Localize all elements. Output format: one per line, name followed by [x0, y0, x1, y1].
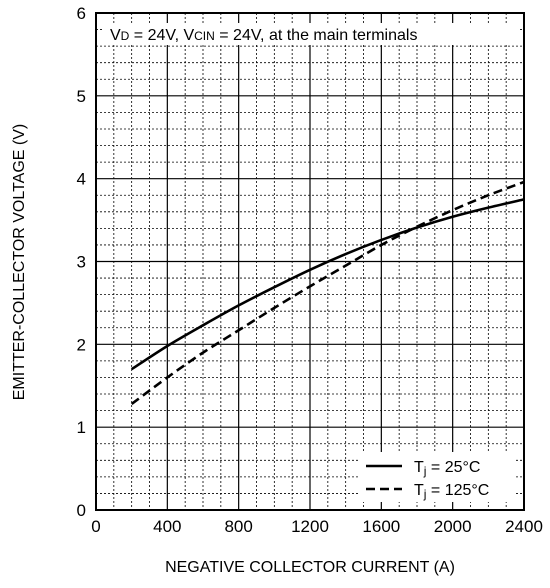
major-grid — [96, 13, 524, 510]
y-tick-label: 6 — [77, 4, 86, 23]
x-tick-label: 400 — [153, 517, 181, 536]
annotation-cin-subscript: CIN — [194, 29, 215, 43]
y-tick-label: 1 — [77, 418, 86, 437]
tick-labels: 0 400 800 1200 1600 2000 2400 0 1 2 3 4 5 6 — [77, 4, 543, 536]
annotation-background — [103, 23, 520, 45]
plot-frame — [95, 12, 525, 511]
y-tick-label: 2 — [77, 335, 86, 354]
x-tick-label: 2000 — [434, 517, 472, 536]
x-tick-label: 800 — [224, 517, 252, 536]
annotation-d-subscript: D — [121, 29, 130, 43]
y-tick-label: 0 — [77, 501, 86, 520]
y-tick-label: 4 — [77, 170, 86, 189]
legend-label-25c: Tj = 25°C — [414, 459, 480, 478]
x-tick-label: 1200 — [291, 517, 329, 536]
x-tick-label: 1600 — [362, 517, 400, 536]
annotation-tail: = 24V, at the main terminals — [215, 27, 418, 44]
y-axis-title: EMITTER-COLLECTOR VOLTAGE (V) — [11, 124, 28, 400]
series-line-tj-25c — [130, 198, 525, 371]
legend-box — [358, 452, 516, 502]
y-tick-label: 5 — [77, 87, 86, 106]
annotation-mid: = 24V, V — [129, 27, 194, 44]
y-tick-label: 3 — [77, 253, 86, 272]
series-line-tj-125c — [130, 180, 525, 406]
annotation-v: V — [110, 27, 121, 44]
series-layer — [130, 180, 525, 406]
x-tick-label: 2400 — [505, 517, 543, 536]
x-axis-title: NEGATIVE COLLECTOR CURRENT (A) — [165, 559, 455, 576]
x-tick-label: 0 — [91, 517, 100, 536]
conditions-annotation: VD = 24V, VCIN = 24V, at the main termin… — [110, 27, 417, 44]
legend-label-125c: Tj = 125°C — [414, 482, 489, 501]
